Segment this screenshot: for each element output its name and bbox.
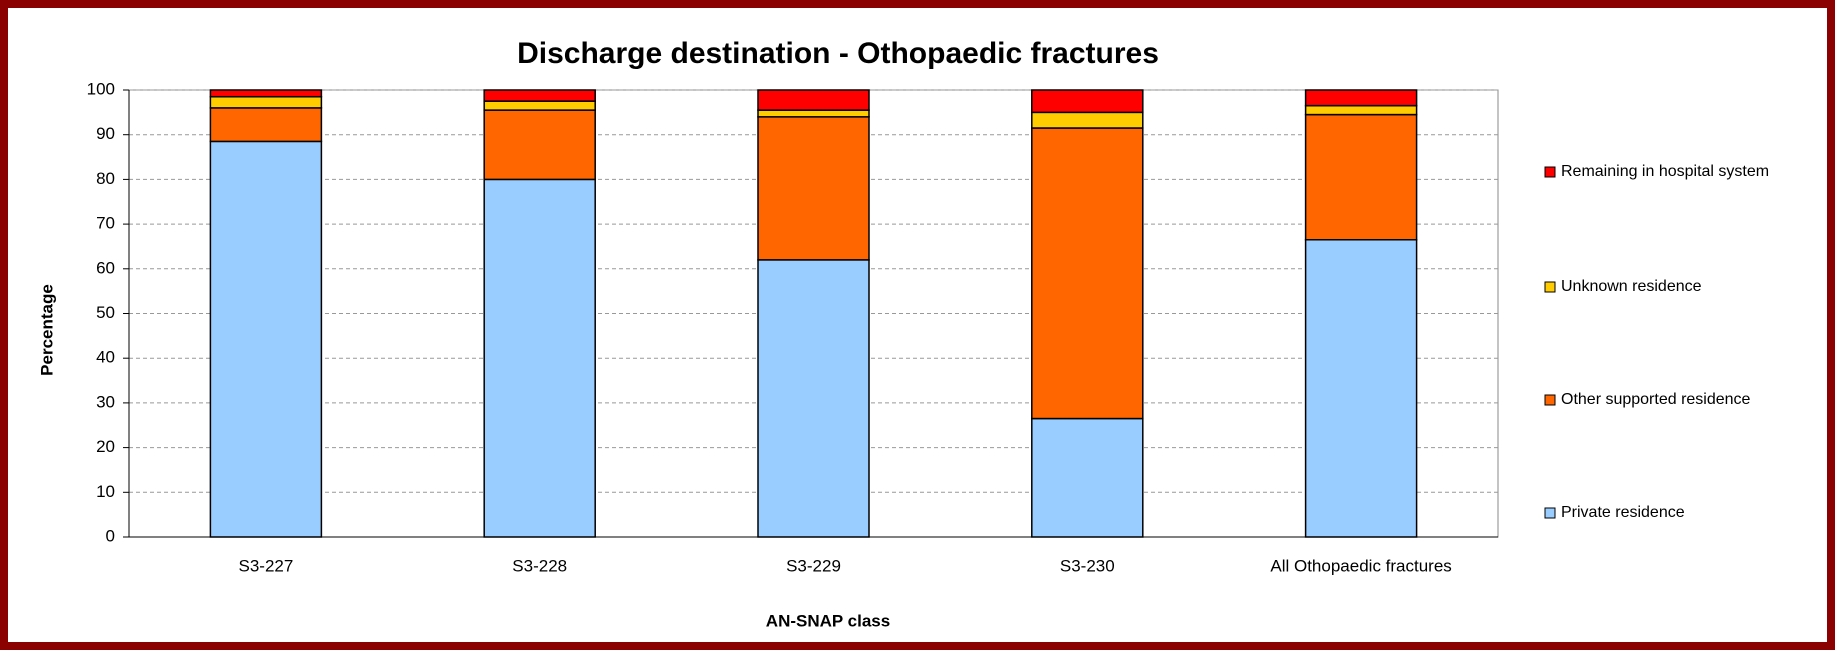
- legend-swatch: [1544, 394, 1556, 406]
- chart: Discharge destination - Othopaedic fract…: [37, 37, 1769, 631]
- y-tick-label: 0: [106, 526, 115, 545]
- y-tick-label: 30: [96, 392, 115, 411]
- legend-swatch: [1544, 281, 1556, 293]
- legend-label: Other supported residence: [1561, 391, 1751, 408]
- bar-segment: [1031, 127, 1144, 420]
- bar-segment: [1031, 111, 1144, 129]
- x-tick-label: S3-227: [238, 556, 293, 575]
- bar-segment: [757, 259, 870, 538]
- y-tick-label: 100: [87, 79, 115, 98]
- bar-segment: [1304, 89, 1418, 107]
- legend-label: Private residence: [1561, 504, 1685, 521]
- bar-segment: [483, 178, 596, 538]
- bar-segment: [757, 109, 870, 118]
- bar-segment: [1031, 89, 1144, 114]
- legend-swatch: [1544, 166, 1556, 178]
- x-tick-label: S3-228: [512, 556, 567, 575]
- chart-title: Discharge destination - Othopaedic fract…: [517, 37, 1159, 70]
- y-tick-label: 40: [96, 348, 115, 367]
- y-tick-label: 80: [96, 169, 115, 188]
- bar-segment: [1031, 417, 1144, 538]
- x-tick-label: All Othopaedic fractures: [1270, 556, 1451, 575]
- bar-segment: [209, 95, 323, 109]
- legend-label: Remaining in hospital system: [1561, 163, 1769, 180]
- bar-segment: [757, 89, 870, 111]
- bar-segment: [209, 140, 323, 538]
- y-tick-label: 10: [96, 482, 115, 501]
- bar-segment: [209, 89, 323, 98]
- x-tick-label: S3-230: [1060, 556, 1115, 575]
- bar-segment: [757, 116, 870, 261]
- y-tick-label: 70: [96, 214, 115, 233]
- legend-label: Unknown residence: [1561, 278, 1702, 295]
- x-tick-label: S3-229: [786, 556, 841, 575]
- legend-swatch: [1544, 507, 1556, 519]
- y-axis-label: Percentage: [37, 284, 56, 376]
- y-tick-label: 90: [96, 124, 115, 143]
- bar-segment: [1304, 104, 1418, 116]
- y-tick-label: 50: [96, 303, 115, 322]
- y-tick-label: 20: [96, 437, 115, 456]
- y-tick-label: 60: [96, 258, 115, 277]
- bar-segment: [1304, 238, 1418, 538]
- bar-segment: [483, 100, 596, 111]
- bar-segment: [483, 89, 596, 102]
- bar-segment: [209, 107, 323, 143]
- bar-segment: [483, 109, 596, 181]
- x-axis-label: AN-SNAP class: [766, 611, 890, 630]
- bar-segment: [1304, 113, 1418, 241]
